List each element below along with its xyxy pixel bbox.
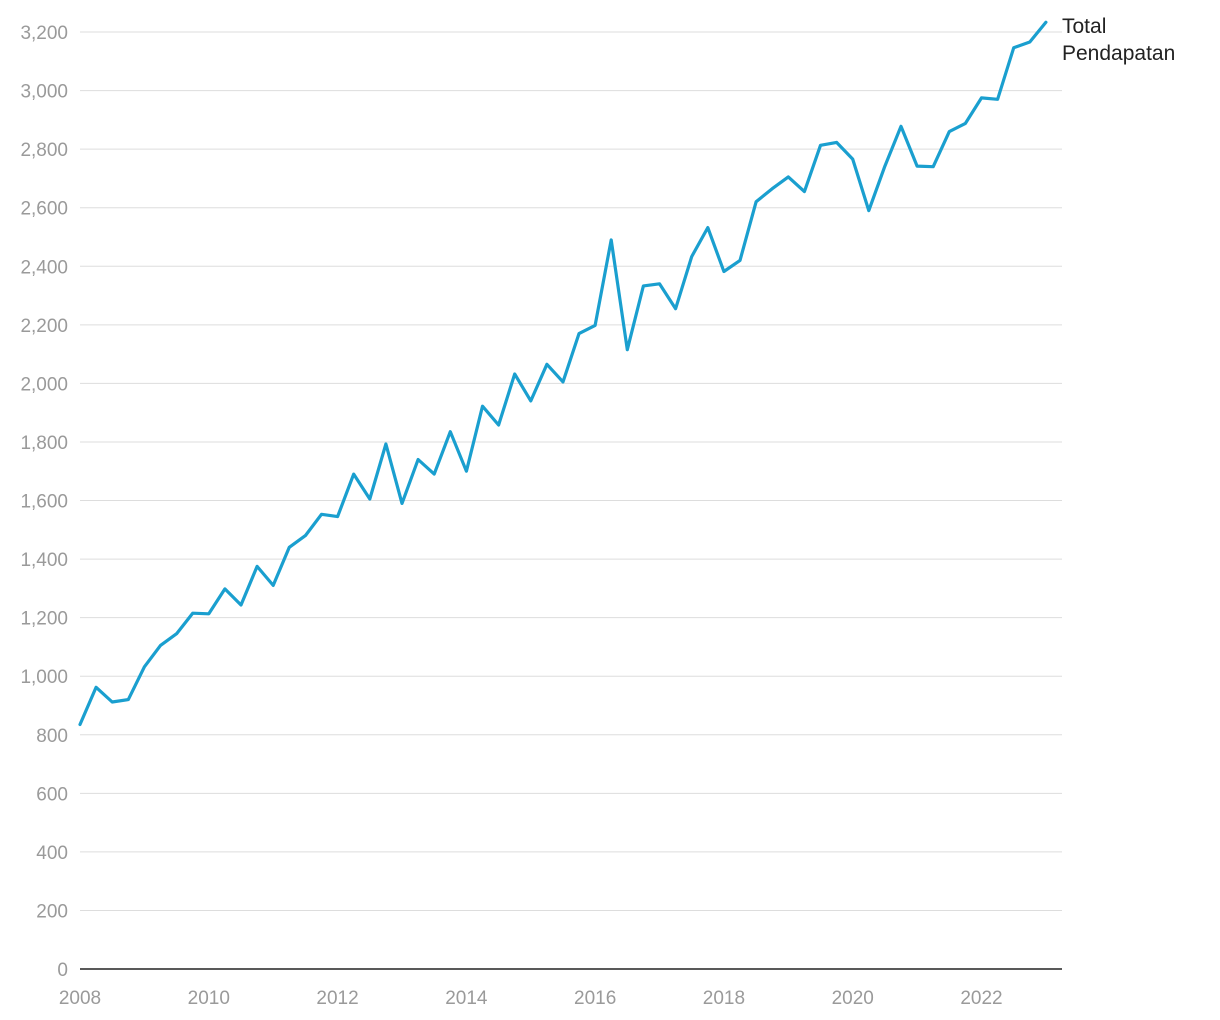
y-tick-label: 1,000 (20, 667, 68, 688)
y-tick-label: 0 (57, 960, 68, 981)
data-point (819, 144, 822, 147)
data-point (513, 372, 516, 375)
data-point (916, 165, 919, 168)
x-tick-label: 2022 (960, 988, 1002, 1009)
y-tick-label: 3,000 (20, 82, 68, 103)
data-point (1028, 40, 1031, 43)
data-point (127, 698, 130, 701)
y-tick-label: 1,400 (20, 550, 68, 571)
data-point (626, 348, 629, 351)
y-tick-label: 2,400 (20, 257, 68, 278)
data-point (545, 363, 548, 366)
data-point (722, 270, 725, 273)
x-tick-label: 2014 (445, 988, 488, 1009)
gridlines (80, 31, 1062, 911)
data-point (481, 405, 484, 408)
data-point (771, 187, 774, 190)
data-point (384, 442, 387, 445)
x-tick-label: 2012 (316, 988, 358, 1009)
y-tick-label: 400 (36, 843, 68, 864)
data-point (964, 122, 967, 125)
y-tick-label: 600 (36, 784, 68, 805)
data-point (433, 473, 436, 476)
series-line-total-pendapatan (78, 20, 1048, 727)
data-point (400, 502, 403, 505)
y-tick-label: 3,200 (20, 23, 68, 44)
y-tick-label: 200 (36, 901, 68, 922)
data-point (497, 423, 500, 426)
data-point (561, 380, 564, 383)
data-point (336, 515, 339, 518)
data-point (642, 284, 645, 287)
y-axis: 0 200 400 600 800 1,000 1,200 1,400 1,600 1,800 2,… (20, 23, 68, 981)
data-point (352, 473, 355, 476)
data-point (449, 430, 452, 433)
y-tick-label: 2,200 (20, 316, 68, 337)
data-point (787, 175, 790, 178)
data-point (996, 98, 999, 101)
y-tick-label: 1,800 (20, 433, 68, 454)
data-point (191, 612, 194, 615)
data-point (111, 700, 114, 703)
data-point (255, 565, 258, 568)
data-point (948, 130, 951, 133)
data-point (529, 399, 532, 402)
data-point (288, 546, 291, 549)
data-point (594, 324, 597, 327)
y-tick-label: 2,600 (20, 199, 68, 220)
data-point (803, 190, 806, 193)
x-axis: 2008 2010 2012 2014 2016 2018 2020 2022 (59, 988, 1003, 1009)
series-label-line: Total (1062, 15, 1106, 38)
data-point (94, 686, 97, 689)
data-point (706, 226, 709, 229)
y-tick-label: 2,000 (20, 374, 68, 395)
data-point (207, 612, 210, 615)
data-point (738, 259, 741, 262)
series-label-total-pendapatan: Total Pendapatan (1062, 15, 1175, 65)
y-tick-label: 1,600 (20, 492, 68, 513)
series-label-line: Pendapatan (1062, 42, 1175, 65)
data-point (304, 534, 307, 537)
data-point (272, 584, 275, 587)
data-point (78, 723, 81, 726)
data-point (658, 282, 661, 285)
data-point (980, 96, 983, 99)
data-point (320, 513, 323, 516)
data-point (577, 332, 580, 335)
data-point (223, 587, 226, 590)
data-point (175, 632, 178, 635)
data-point (755, 200, 758, 203)
data-point (867, 209, 870, 212)
y-tick-label: 800 (36, 726, 68, 747)
data-point (899, 125, 902, 128)
data-point (465, 470, 468, 473)
data-point (835, 141, 838, 144)
data-point (1012, 46, 1015, 49)
data-point (610, 238, 613, 241)
data-point (239, 603, 242, 606)
series-layer (78, 20, 1048, 727)
data-point (932, 165, 935, 168)
data-point (851, 157, 854, 160)
data-point (159, 644, 162, 647)
data-point (883, 165, 886, 168)
x-tick-label: 2020 (832, 988, 874, 1009)
data-point (690, 255, 693, 258)
x-tick-label: 2018 (703, 988, 745, 1009)
x-tick-label: 2010 (188, 988, 230, 1009)
x-tick-label: 2008 (59, 988, 101, 1009)
data-point (368, 497, 371, 500)
x-tick-label: 2016 (574, 988, 616, 1009)
y-tick-label: 1,200 (20, 609, 68, 630)
data-point (143, 665, 146, 668)
data-point (1044, 21, 1047, 24)
y-tick-label: 2,800 (20, 140, 68, 161)
data-point (416, 458, 419, 461)
data-point (674, 307, 677, 310)
